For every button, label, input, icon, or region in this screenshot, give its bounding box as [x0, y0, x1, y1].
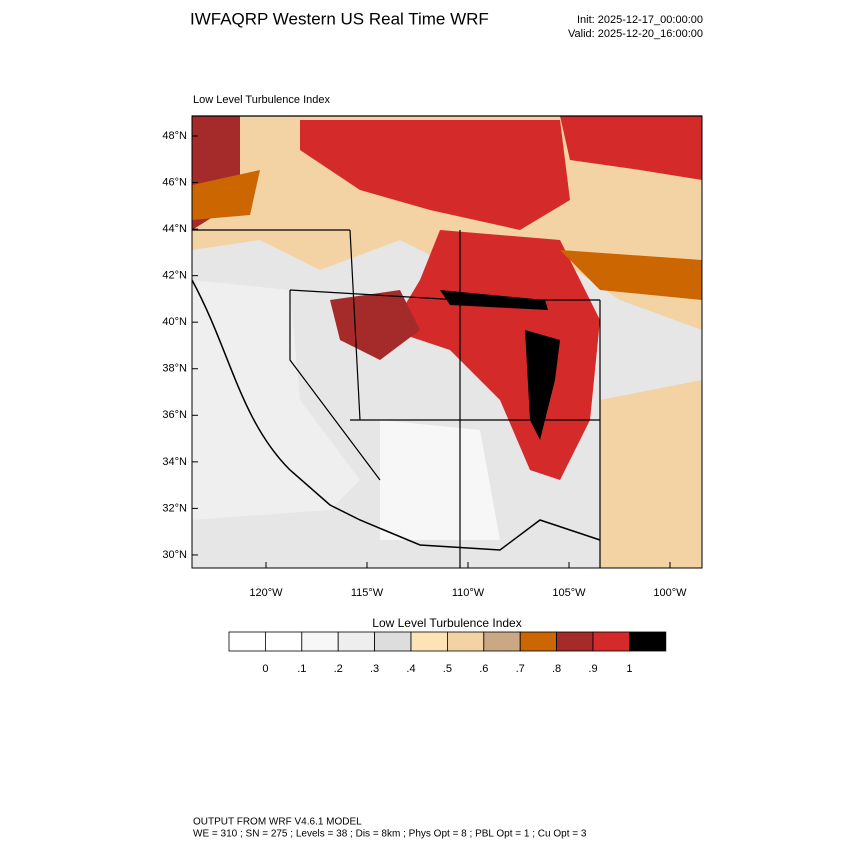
lat-label: 40°N — [162, 316, 187, 328]
colorbar-box — [629, 631, 667, 652]
colorbar-box — [519, 631, 558, 652]
footer-line: OUTPUT FROM WRF V4.6.1 MODEL — [193, 817, 362, 828]
footer-line: WE = 310 ; SN = 275 ; Levels = 38 ; Dis … — [193, 829, 587, 840]
colorbar-box — [410, 631, 448, 652]
colorbar-box — [301, 631, 339, 652]
colorbar-label: .2 — [334, 663, 343, 675]
colorbar-label: .4 — [406, 663, 415, 675]
colorbar-label: .5 — [443, 663, 452, 675]
colorbar-label: .8 — [552, 663, 561, 675]
lat-label: 42°N — [162, 270, 187, 282]
colorbar-label: .3 — [370, 663, 379, 675]
lon-label: 105°W — [552, 587, 586, 599]
lat-label: 32°N — [162, 502, 187, 514]
colorbar-label: .7 — [516, 663, 525, 675]
lat-label: 36°N — [162, 409, 187, 421]
colorbar-label: 1 — [626, 663, 632, 675]
colorbar-label: .9 — [588, 663, 597, 675]
colorbar: 0 .1 .2 .3 .4 .5 .6 .7 .8 .9 1 — [228, 631, 667, 675]
colorbar-box — [483, 631, 521, 652]
lat-label: 34°N — [162, 456, 187, 468]
init-time: Init: 2025-12-17_00:00:00 — [577, 14, 703, 26]
colorbar-title: Low Level Turbulence Index — [372, 616, 521, 630]
lon-label: 110°W — [452, 587, 485, 599]
lon-label: 120°W — [249, 587, 283, 599]
colorbar-box — [592, 631, 630, 652]
colorbar-box — [556, 631, 594, 652]
colorbar-label: .6 — [479, 663, 488, 675]
colorbar-box — [446, 631, 485, 652]
lat-label: 30°N — [162, 549, 187, 561]
lat-label: 44°N — [162, 223, 187, 235]
map-title: Low Level Turbulence Index — [193, 94, 330, 106]
map-field — [191, 115, 703, 569]
lat-label: 48°N — [162, 130, 187, 142]
colorbar-box — [264, 631, 303, 652]
axes: 48°N 46°N 44°N 42°N 40°N 38°N 36°N 34°N 32°N 30°N… — [162, 130, 687, 599]
valid-time: Valid: 2025-12-20_16:00:00 — [568, 28, 703, 40]
colorbar-label: 0 — [262, 663, 268, 675]
colorbar-box — [337, 631, 376, 652]
lat-label: 38°N — [162, 363, 187, 375]
title: IWFAQRP Western US Real Time WRF — [190, 9, 489, 28]
lon-label: 115°W — [351, 587, 384, 599]
colorbar-label: .1 — [297, 663, 306, 675]
lat-label: 46°N — [162, 176, 187, 188]
lon-label: 100°W — [653, 587, 687, 599]
colorbar-box — [228, 631, 266, 652]
colorbar-box — [374, 631, 412, 652]
